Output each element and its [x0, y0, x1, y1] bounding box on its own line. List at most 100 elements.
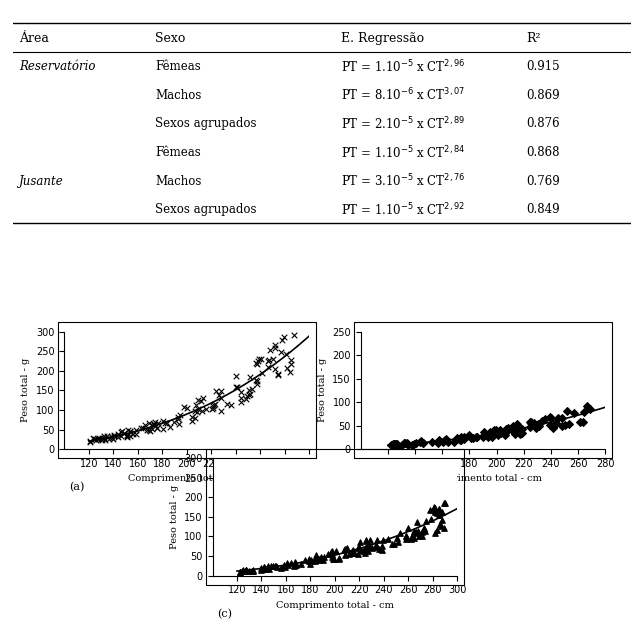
Point	[388, 439, 398, 449]
Point	[238, 565, 248, 575]
Point	[545, 420, 555, 430]
Point	[526, 417, 536, 427]
Point	[439, 498, 449, 508]
Point	[427, 437, 437, 447]
Point	[407, 531, 417, 541]
Text: Fêmeas: Fêmeas	[155, 60, 201, 73]
Point	[433, 435, 444, 445]
Point	[412, 438, 422, 448]
Point	[402, 440, 413, 450]
Point	[242, 565, 252, 575]
Point	[270, 363, 280, 373]
Point	[196, 396, 206, 405]
Point	[417, 527, 428, 537]
Point	[260, 564, 270, 574]
Point	[314, 555, 324, 565]
Point	[276, 347, 286, 357]
Point	[263, 356, 273, 366]
Point	[363, 546, 373, 556]
Point	[122, 430, 132, 440]
Point	[142, 425, 153, 435]
Point	[326, 547, 336, 556]
Point	[428, 502, 439, 512]
Point	[296, 560, 307, 569]
Point	[162, 418, 172, 428]
Text: Área: Área	[19, 32, 49, 45]
Point	[150, 417, 160, 426]
Point	[271, 561, 281, 571]
Point	[513, 421, 523, 431]
Point	[545, 412, 555, 422]
Point	[456, 432, 466, 442]
Point	[508, 426, 518, 436]
Point	[192, 407, 202, 417]
Point	[343, 549, 354, 559]
Point	[389, 539, 399, 548]
Point	[216, 405, 226, 415]
Text: Sexos agrupados: Sexos agrupados	[155, 118, 256, 131]
Point	[578, 417, 588, 426]
Point	[131, 425, 142, 435]
Text: PT = 1.10$^{-5}$ x CT$^{2,96}$: PT = 1.10$^{-5}$ x CT$^{2,96}$	[341, 58, 465, 75]
Point	[256, 565, 267, 574]
Y-axis label: Peso total - g: Peso total - g	[169, 485, 178, 549]
Point	[432, 508, 442, 518]
Point	[330, 546, 341, 556]
Point	[285, 359, 296, 369]
Point	[564, 418, 574, 428]
Point	[574, 417, 585, 427]
Point	[247, 566, 258, 576]
Point	[251, 358, 261, 368]
Point	[289, 561, 299, 571]
Point	[557, 421, 567, 431]
Point	[372, 535, 382, 545]
Point	[421, 516, 431, 526]
Point	[414, 531, 424, 541]
Point	[486, 427, 496, 437]
Point	[393, 441, 404, 451]
Point	[190, 413, 200, 423]
Point	[305, 556, 316, 566]
Point	[97, 435, 108, 445]
Point	[442, 437, 453, 447]
Point	[365, 535, 375, 545]
Point	[263, 562, 274, 572]
Point	[289, 330, 299, 340]
Point	[502, 426, 513, 436]
Point	[136, 423, 146, 433]
Point	[436, 521, 446, 531]
Point	[149, 419, 159, 429]
Point	[108, 434, 118, 444]
Point	[263, 361, 274, 371]
Point	[231, 371, 242, 381]
Point	[433, 504, 444, 514]
Text: (c): (c)	[218, 608, 232, 619]
Point	[392, 537, 402, 547]
Point	[151, 423, 162, 433]
Point	[437, 515, 448, 525]
Point	[401, 530, 411, 540]
Point	[395, 528, 405, 538]
Point	[186, 412, 196, 422]
Point	[478, 432, 488, 442]
Point	[529, 418, 539, 428]
Text: (a): (a)	[70, 482, 84, 492]
Point	[200, 404, 211, 413]
Point	[495, 425, 505, 435]
Point	[459, 434, 469, 444]
Point	[412, 527, 422, 537]
Point	[361, 543, 372, 553]
Point	[378, 535, 388, 545]
Point	[323, 549, 333, 559]
Point	[416, 436, 426, 446]
Point	[390, 439, 401, 449]
Point	[282, 558, 292, 568]
Point	[240, 566, 251, 576]
Point	[285, 355, 296, 365]
Point	[207, 404, 217, 413]
Point	[438, 437, 448, 447]
Point	[247, 384, 258, 394]
Point	[347, 548, 357, 558]
Point	[348, 548, 359, 558]
Point	[347, 545, 357, 555]
